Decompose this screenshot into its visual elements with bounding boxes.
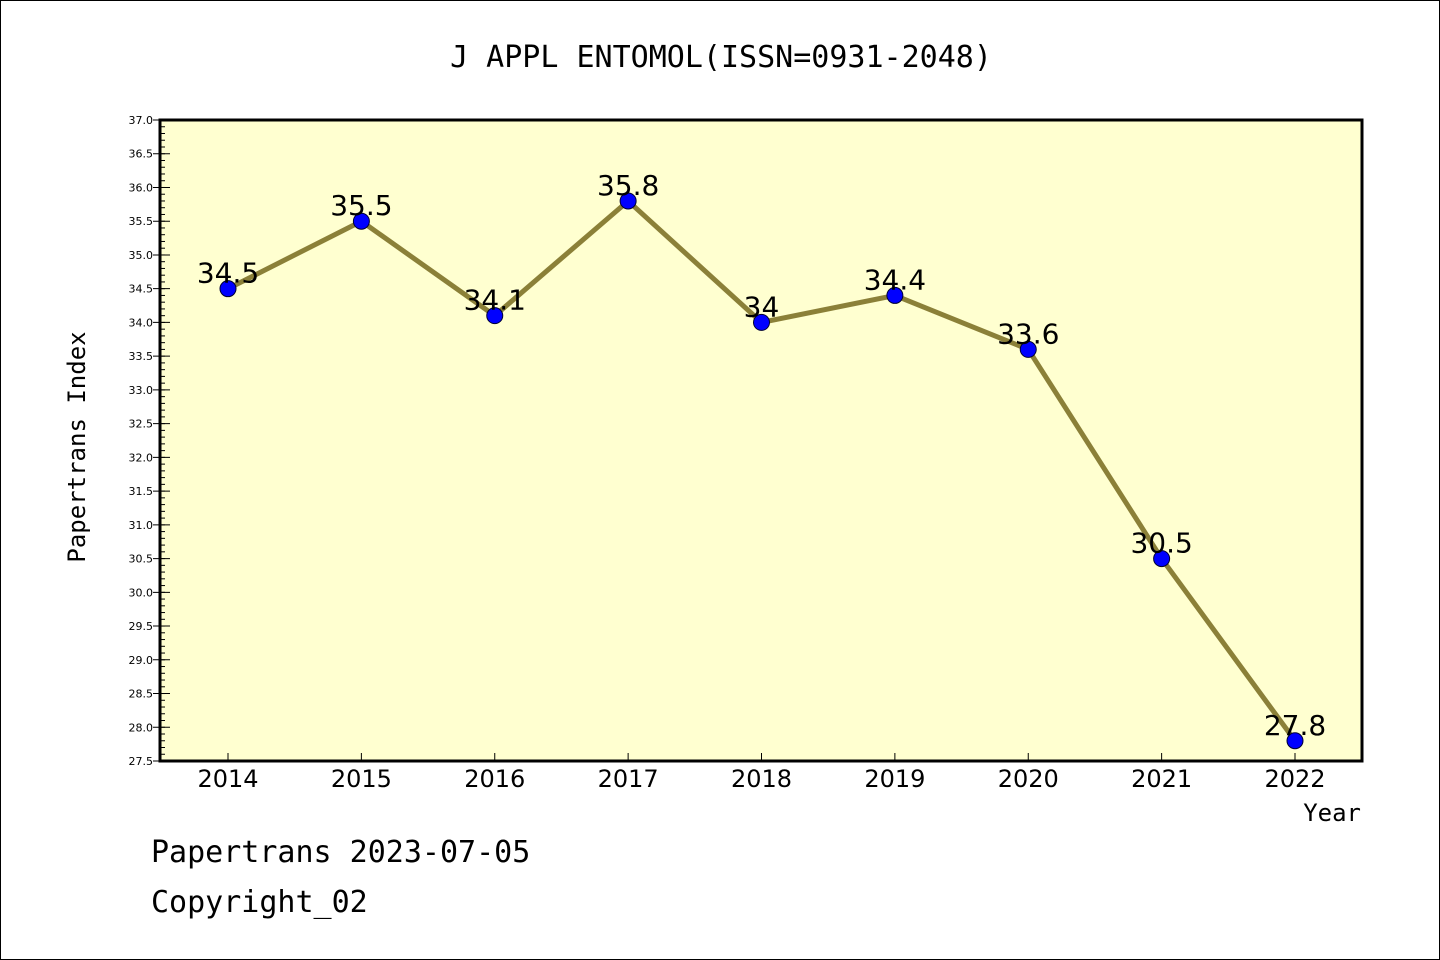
- data-label: 34.4: [864, 263, 926, 296]
- y-tick-label: 31.0: [129, 519, 154, 532]
- footer-date: Papertrans 2023-07-05: [151, 835, 531, 870]
- data-label: 34: [744, 290, 780, 323]
- data-point: [486, 307, 504, 325]
- y-tick-label: 35.0: [129, 249, 154, 262]
- x-tick-label: 2022: [1264, 765, 1325, 793]
- y-axis: 27.5 28.0 28.5 29.0 29.5 30.0 30.5 31.0 31.5 32.0…: [129, 114, 170, 768]
- data-point: [753, 313, 770, 331]
- data-point: [886, 286, 904, 304]
- y-tick-label: 34.0: [129, 316, 154, 329]
- y-tick-label: 36.0: [129, 181, 154, 194]
- y-tick-label: 34.5: [129, 283, 154, 296]
- data-point: [219, 280, 237, 298]
- y-tick-label: 28.0: [129, 721, 154, 734]
- y-tick-label: 35.5: [129, 215, 154, 228]
- x-tick-label: 2016: [464, 765, 525, 793]
- y-tick-label: 30.5: [129, 553, 154, 566]
- plot-border: [158, 118, 1364, 763]
- x-axis-title: Year: [1303, 799, 1361, 827]
- x-axis: 2014 2015 2016 2017 2018 2019 2020 2021 2022: [197, 753, 1326, 793]
- data-label: 34.5: [197, 257, 259, 290]
- y-tick-label: 31.5: [129, 485, 154, 498]
- x-tick-label: 2021: [1131, 765, 1192, 793]
- y-axis-title: Papertrans Index: [63, 331, 91, 562]
- x-tick-label: 2015: [331, 765, 392, 793]
- data-label: 35.5: [330, 189, 392, 222]
- data-label: 34.1: [464, 284, 526, 317]
- y-tick-label: 32.5: [129, 418, 154, 431]
- data-point: [1286, 732, 1304, 750]
- y-tick-label: 33.0: [129, 384, 154, 397]
- data-labels: 34.5 35.5 34.1 35.8 34 34.4 33.6 30.5 27.8: [197, 169, 1326, 742]
- x-tick-label: 2018: [731, 765, 792, 793]
- data-label: 27.8: [1264, 709, 1326, 742]
- y-tick-label: 28.5: [129, 688, 154, 701]
- y-tick-label: 30.0: [129, 586, 154, 599]
- data-point: [1019, 340, 1037, 358]
- y-tick-label: 27.5: [129, 755, 154, 768]
- x-tick-label: 2019: [864, 765, 925, 793]
- data-point: [1153, 550, 1171, 568]
- y-tick-label: 29.0: [129, 654, 154, 667]
- x-tick-label: 2020: [998, 765, 1059, 793]
- data-label: 35.8: [597, 169, 659, 202]
- y-tick-label: 33.5: [129, 350, 154, 363]
- chart-title: J APPL ENTOMOL(ISSN=0931-2048): [450, 40, 992, 75]
- x-tick-label: 2017: [598, 765, 659, 793]
- data-point: [352, 212, 370, 230]
- x-tick-label: 2014: [197, 765, 258, 793]
- y-tick-label: 29.5: [129, 620, 154, 633]
- data-label: 30.5: [1130, 527, 1192, 560]
- data-points: [219, 192, 1304, 750]
- y-tick-label: 37.0: [129, 114, 154, 127]
- footer-copyright: Copyright_02: [151, 885, 368, 920]
- data-point: [619, 192, 637, 210]
- y-tick-label: 32.0: [129, 451, 154, 464]
- y-tick-label: 36.5: [129, 148, 154, 161]
- data-label: 33.6: [997, 317, 1059, 350]
